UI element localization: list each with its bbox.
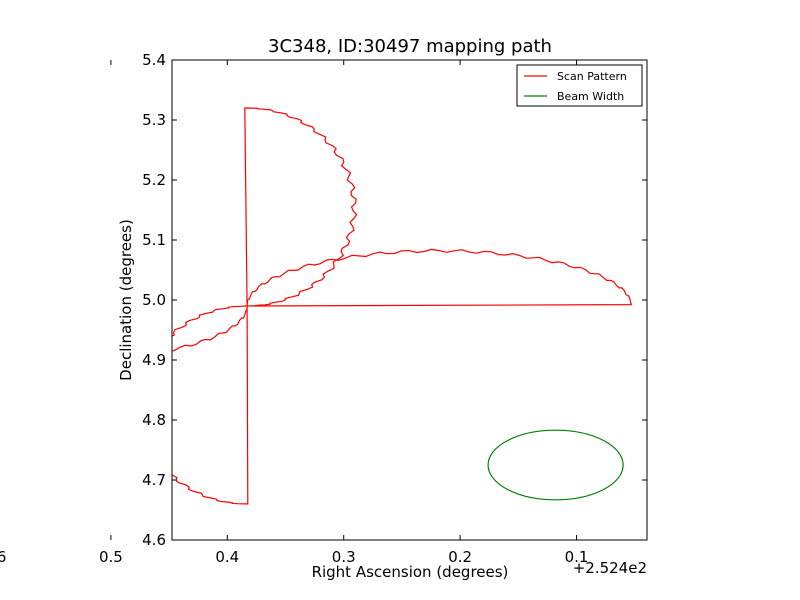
y-tick-label: 4.6 [142, 531, 166, 549]
y-tick-label: 5.3 [142, 111, 166, 129]
x-axis-label: Right Ascension (degrees) [312, 563, 509, 581]
series-group [172, 107, 633, 505]
y-tick-label: 5.4 [142, 51, 166, 69]
y-axis-label: Declination (degrees) [117, 219, 135, 381]
legend-label-scan-pattern: Scan Pattern [557, 70, 627, 83]
x-tick-label: 0.2 [448, 548, 472, 566]
legend: Scan Pattern Beam Width [516, 64, 643, 107]
data-layer [172, 107, 633, 505]
series-line-scan-pattern [172, 107, 633, 505]
x-tick-label: 0.5 [99, 548, 123, 566]
plot-area: 0.80.70.60.50.40.30.20.14.64.74.84.95.05… [0, 51, 648, 566]
x-tick-label: 0.6 [0, 548, 6, 566]
x-tick-label: 0.4 [215, 548, 239, 566]
chart-title: 3C348, ID:30497 mapping path [268, 36, 552, 57]
x-tick-label: 0.1 [565, 548, 589, 566]
tick-layer: 0.80.70.60.50.40.30.20.14.64.74.84.95.05… [0, 51, 647, 566]
x-axis-offset-label: +2.524e2 [573, 559, 647, 577]
axes-frame [171, 59, 648, 541]
y-tick-label: 4.7 [142, 471, 166, 489]
legend-frame [516, 64, 643, 107]
y-tick-label: 5.0 [142, 291, 166, 309]
series-circle-beam-width [487, 429, 624, 501]
legend-label-beam-width: Beam Width [557, 90, 624, 103]
axes-background [172, 60, 647, 540]
x-tick-label: 0.3 [332, 548, 356, 566]
y-tick-label: 5.1 [142, 231, 166, 249]
y-tick-label: 5.2 [142, 171, 166, 189]
y-tick-label: 4.9 [142, 351, 166, 369]
y-tick-label: 4.8 [142, 411, 166, 429]
